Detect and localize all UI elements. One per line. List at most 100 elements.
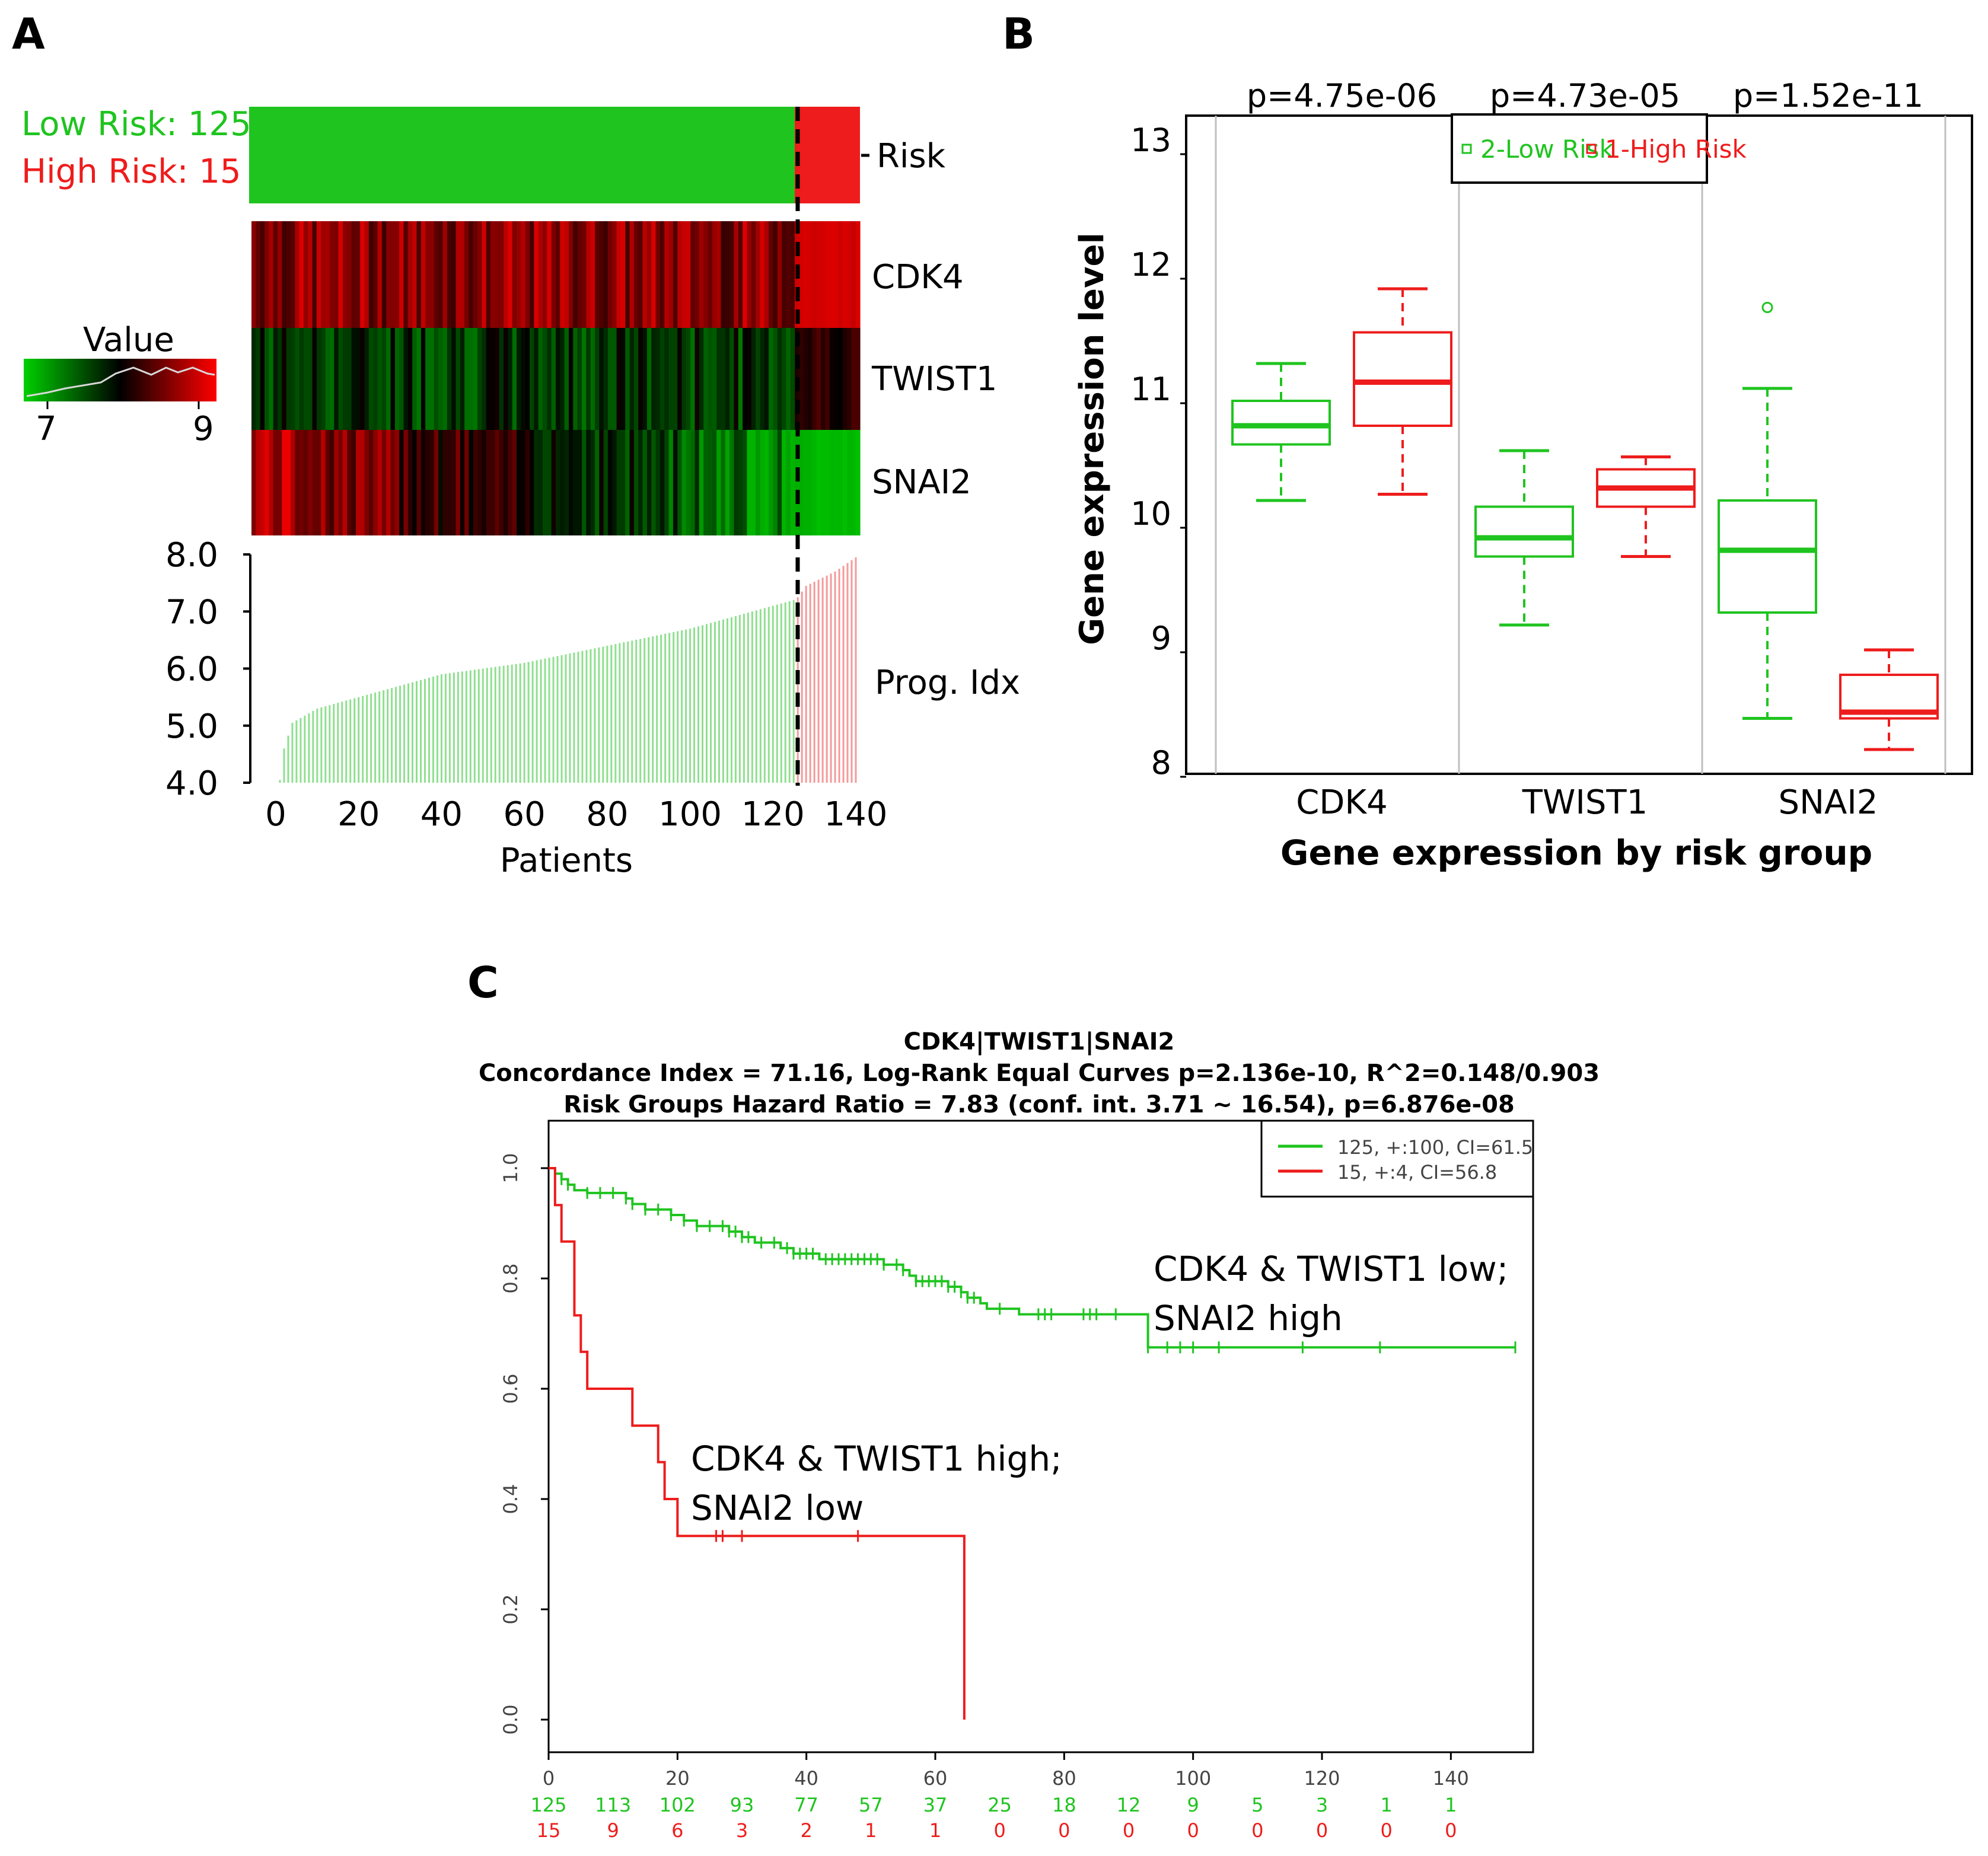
heatmap-cell bbox=[269, 328, 274, 430]
km-annotation-high-2: SNAI2 low bbox=[691, 1488, 864, 1528]
heatmap-cell bbox=[777, 221, 782, 328]
heatmap-cell bbox=[786, 221, 791, 328]
heatmap-cell bbox=[256, 430, 261, 535]
heatmap-cell bbox=[325, 328, 330, 430]
heatmap-cell bbox=[543, 430, 547, 535]
heatmap-cell bbox=[329, 430, 334, 535]
km-at-risk-high: 0 bbox=[1187, 1819, 1199, 1842]
prog-x-tick: 100 bbox=[658, 795, 722, 834]
heatmap-cell bbox=[495, 430, 500, 535]
heatmap-cell bbox=[412, 430, 418, 535]
heatmap-cell bbox=[434, 328, 439, 430]
heatmap-cell bbox=[455, 221, 461, 328]
heatmap-cell bbox=[530, 221, 534, 328]
heatmap-cell bbox=[399, 221, 404, 328]
heatmap-cell bbox=[729, 328, 735, 430]
km-at-risk-table: 125 113 102 93 77 57 37 25 18 12 9 5 3 1 1 15 9 6 3 2 1 1 0 0 0 0… bbox=[530, 1794, 1457, 1842]
km-at-risk-high: 0 bbox=[1380, 1819, 1392, 1842]
heatmap-cell bbox=[399, 328, 404, 430]
km-at-risk-high: 0 bbox=[993, 1819, 1005, 1842]
km-at-risk-low: 5 bbox=[1251, 1794, 1263, 1816]
heatmap-cell bbox=[851, 430, 856, 535]
heatmap-cell bbox=[325, 221, 330, 328]
heatmap-cell bbox=[725, 221, 730, 328]
boxplot-pvalue: p=4.75e-06 bbox=[1247, 77, 1437, 114]
heatmap-cell bbox=[551, 328, 556, 430]
heatmap-cell bbox=[664, 430, 670, 535]
km-at-risk-low: 125 bbox=[530, 1794, 566, 1816]
heatmap-cell bbox=[686, 328, 691, 430]
heatmap-cell bbox=[777, 328, 782, 430]
heatmap-cell bbox=[277, 221, 282, 328]
heatmap-cell bbox=[838, 221, 843, 328]
heatmap-cell bbox=[625, 430, 630, 535]
heatmap-cell bbox=[342, 328, 348, 430]
heatmap-cell bbox=[347, 328, 352, 430]
boxplot-x-axis: CDK4 TWIST1 SNAI2 bbox=[1296, 783, 1878, 822]
heatmap-cell bbox=[834, 430, 839, 535]
heatmap-cell bbox=[556, 328, 560, 430]
km-curves bbox=[549, 1167, 1517, 1720]
heatmap-cell bbox=[686, 430, 691, 535]
heatmap-cell bbox=[342, 430, 348, 535]
heatmap-cell bbox=[517, 221, 521, 328]
heatmap-cell bbox=[534, 328, 539, 430]
heatmap-cell bbox=[633, 328, 639, 430]
gene-heatmap bbox=[251, 221, 861, 535]
heatmap-cell bbox=[282, 328, 287, 430]
heatmap-cell bbox=[425, 430, 431, 535]
heatmap-cell bbox=[838, 328, 843, 430]
km-at-risk-high: 0 bbox=[1123, 1819, 1135, 1842]
box bbox=[1231, 400, 1331, 446]
heatmap-cell bbox=[473, 430, 478, 535]
heatmap-cell bbox=[342, 221, 348, 328]
prog-x-tick: 40 bbox=[420, 795, 463, 834]
heatmap-cell bbox=[460, 328, 465, 430]
heatmap-cell bbox=[738, 221, 743, 328]
heatmap-cell bbox=[786, 328, 791, 430]
prog-y-tick: 6.0 bbox=[165, 650, 218, 689]
heatmap-cell bbox=[590, 221, 595, 328]
heatmap-cell bbox=[573, 430, 578, 535]
heatmap-cell bbox=[368, 221, 374, 328]
heatmap-cell bbox=[360, 430, 365, 535]
heatmap-cell bbox=[290, 221, 295, 328]
km-at-risk-low: 12 bbox=[1117, 1794, 1141, 1816]
risk-bar-high bbox=[795, 107, 860, 203]
heatmap-cell bbox=[381, 221, 387, 328]
heatmap-cell bbox=[538, 430, 543, 535]
heatmap-cell bbox=[477, 221, 483, 328]
heatmap-cell bbox=[747, 430, 752, 535]
heatmap-cell bbox=[816, 221, 821, 328]
heatmap-cell bbox=[782, 328, 787, 430]
heatmap-cell bbox=[734, 328, 739, 430]
heatmap-cell bbox=[568, 221, 574, 328]
heatmap-cell bbox=[273, 430, 278, 535]
heatmap-cell bbox=[855, 430, 861, 535]
heatmap-cell bbox=[760, 328, 765, 430]
heatmap-cell bbox=[277, 430, 282, 535]
heatmap-cell bbox=[607, 430, 613, 535]
km-annotation-high-1: CDK4 & TWIST1 high; bbox=[691, 1439, 1062, 1479]
heatmap-cell bbox=[403, 430, 409, 535]
heatmap-cell bbox=[642, 221, 648, 328]
heatmap-cell bbox=[495, 221, 500, 328]
heatmap-cell bbox=[734, 430, 739, 535]
heatmap-cell bbox=[286, 221, 291, 328]
heatmap-cell bbox=[721, 430, 726, 535]
heatmap-cell bbox=[517, 430, 521, 535]
heatmap-cell bbox=[581, 430, 587, 535]
heatmap-cell bbox=[825, 221, 830, 328]
km-legend bbox=[1260, 1120, 1534, 1198]
heatmap-cell bbox=[651, 430, 657, 535]
prognostic-index-bars bbox=[279, 557, 857, 783]
heatmap-cell bbox=[464, 430, 470, 535]
km-x-tick: 20 bbox=[665, 1767, 690, 1790]
heatmap-cell bbox=[551, 430, 556, 535]
heatmap-cell bbox=[295, 221, 300, 328]
heatmap-cell bbox=[499, 328, 504, 430]
heatmap-cell bbox=[434, 430, 439, 535]
km-at-risk-low: 102 bbox=[660, 1794, 696, 1816]
heatmap-cell bbox=[603, 221, 608, 328]
